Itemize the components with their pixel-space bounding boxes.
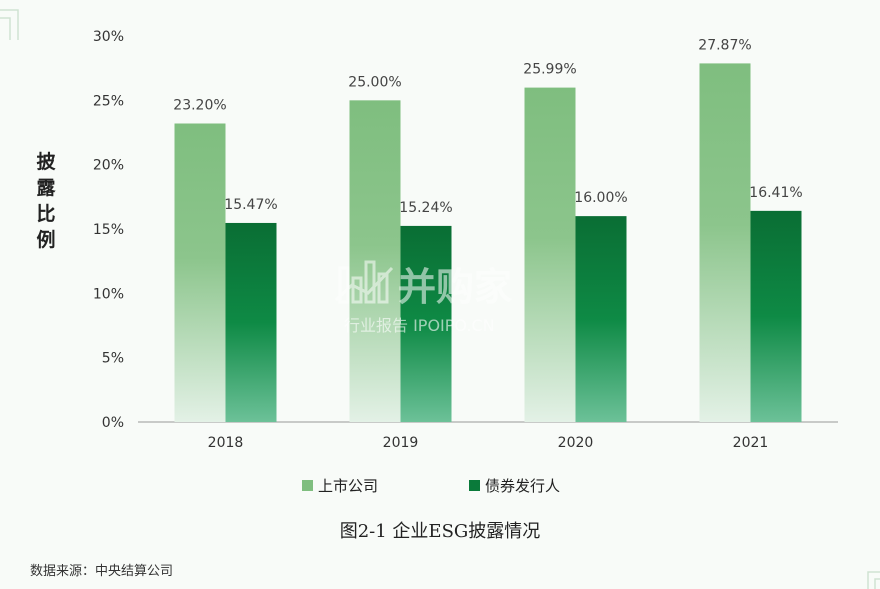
bars [174, 63, 802, 422]
corner-decoration-top-left [0, 9, 19, 40]
data-labels: 23.20% 15.47% 25.00% 15.24% 25.99% 16.00% 27.8… [173, 37, 802, 216]
y-tick-label: 30% [93, 29, 124, 45]
y-tick-label: 25% [93, 93, 124, 109]
watermark-logo-icon [334, 260, 394, 304]
data-label-series-2-2019: 15.24% [399, 200, 452, 216]
data-label-series-1-2018: 23.20% [173, 97, 226, 113]
y-tick-label: 0% [102, 415, 124, 431]
data-label-series-2-2020: 16.00% [574, 190, 627, 206]
y-axis-label-char: 披 [36, 150, 56, 173]
bar-series-1-2018 [174, 123, 226, 422]
x-tick-label: 2019 [383, 435, 419, 451]
y-axis-ticks: 0% 5% 10% 15% 20% 25% 30% [93, 29, 124, 431]
legend: 上市公司 债券发行人 [302, 477, 560, 495]
bar-series-2-2020 [575, 216, 627, 422]
watermark-main: 并购家 [398, 265, 512, 309]
x-tick-label: 2020 [558, 435, 594, 451]
y-tick-label: 5% [102, 351, 124, 367]
legend-label-series-2: 债券发行人 [485, 477, 560, 495]
bar-series-2-2021 [750, 210, 802, 422]
x-axis-ticks: 2018 2019 2020 2021 [208, 435, 769, 451]
corner-decoration-bottom-right [867, 571, 880, 589]
data-source: 数据来源：中央结算公司 [30, 564, 173, 579]
y-tick-label: 15% [93, 222, 124, 238]
legend-label-series-1: 上市公司 [318, 477, 378, 495]
bar-series-1-2021 [699, 63, 751, 422]
data-label-series-1-2021: 27.87% [698, 37, 751, 53]
y-axis-label-char: 露 [36, 177, 56, 199]
bar-series-1-2020 [524, 87, 576, 422]
figure-caption: 图2-1 企业ESG披露情况 [340, 521, 541, 542]
x-tick-label: 2018 [208, 435, 244, 451]
y-tick-label: 20% [93, 158, 124, 174]
data-label-series-1-2020: 25.99% [523, 62, 576, 78]
legend-swatch-series-2 [469, 480, 480, 491]
data-label-series-1-2019: 25.00% [348, 74, 401, 90]
data-label-series-2-2018: 15.47% [224, 197, 277, 213]
legend-swatch-series-1 [302, 480, 313, 491]
data-label-series-2-2021: 16.41% [749, 185, 802, 201]
bar-series-2-2018 [225, 222, 277, 422]
y-axis-label-char: 例 [36, 228, 55, 251]
watermark-sub: 行业报告 IPOIPO.CN [344, 316, 495, 335]
y-axis-label-char: 比 [36, 203, 55, 225]
x-tick-label: 2021 [733, 435, 769, 451]
watermark: 并购家 行业报告 IPOIPO.CN [334, 260, 512, 335]
bar-series-2-2019 [400, 225, 452, 422]
y-tick-label: 10% [93, 286, 124, 302]
